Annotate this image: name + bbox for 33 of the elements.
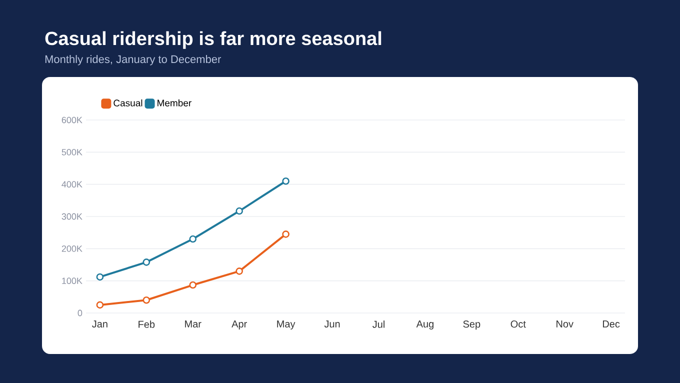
y-tick-label: 400K [62,181,82,188]
point [189,235,197,243]
x-tick-label: Sep [463,320,480,330]
point [142,258,150,266]
x-tick-label: Feb [138,320,155,328]
point [189,281,197,289]
x-tick-label: Jan [92,320,108,328]
point [142,296,150,304]
y-tick-label: 600K [62,116,82,124]
chart-subtitle: Monthly rides, January to December [45,55,222,66]
point [282,230,290,238]
x-tick-label: Jul [372,320,384,328]
point [96,301,104,309]
x-tick-label: Mar [185,320,202,328]
x-tick-label: Oct [510,320,526,328]
x-tick-label: Apr [232,320,247,330]
x-tick-label: Nov [556,320,574,328]
chart-title: Casual ridership is far more seasonal [45,31,382,49]
point [282,177,290,185]
x-tick-label: May [277,320,296,330]
legend-label: Member [158,99,192,106]
point [236,207,243,215]
x-tick-label: Dec [602,320,620,328]
y-tick-label: 300K [62,213,82,220]
y-tick-label: 100K [62,278,82,284]
x-tick-label: Jun [324,320,340,328]
y-tick-label: 0 [78,310,82,316]
legend-label: Casual [114,99,142,106]
point [236,268,243,275]
x-tick-label: Aug [416,320,434,330]
y-tick-label: 500K [62,148,82,156]
y-tick-label: 200K [62,245,82,252]
point [96,273,104,281]
